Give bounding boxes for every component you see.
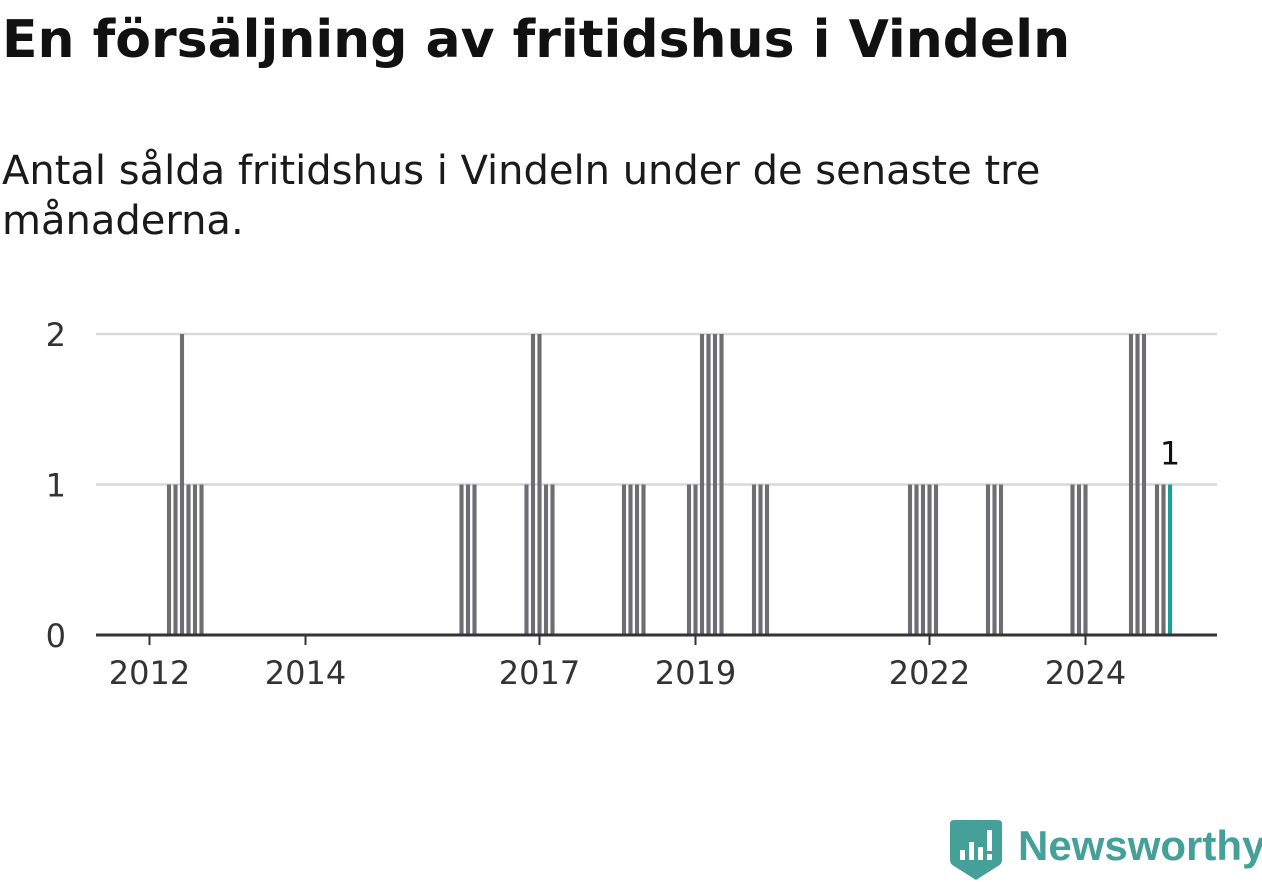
x-tick-label: 2022 [889, 654, 970, 692]
bar [706, 334, 711, 635]
y-tick-label: 1 [46, 467, 66, 505]
y-tick-label: 0 [46, 617, 66, 655]
data-label: 1 [1160, 435, 1180, 473]
bar [686, 484, 692, 635]
chart-title: En försäljning av fritidshus i Vindeln [2, 10, 1071, 70]
x-tick-label: 2014 [265, 654, 346, 692]
bar [927, 484, 932, 635]
bar [992, 484, 997, 635]
bar [192, 484, 198, 635]
bar [764, 484, 770, 635]
bar [459, 484, 464, 635]
bar [1070, 484, 1075, 635]
bar [933, 484, 939, 635]
x-tick-label: 2017 [499, 654, 580, 692]
bar [751, 484, 757, 635]
y-tick-label: 2 [46, 316, 66, 354]
labels: 0 1 2 1 2012 2014 2017 2019 2022 2024 [46, 316, 1181, 692]
bar [537, 334, 542, 635]
bar [472, 484, 477, 635]
bar [641, 484, 646, 635]
bar [524, 484, 529, 635]
bar [199, 484, 204, 635]
bar [634, 484, 640, 635]
axes [96, 633, 1217, 645]
bar [1154, 484, 1160, 635]
x-tick-label: 2019 [655, 654, 736, 692]
x-tick-label: 2012 [109, 654, 190, 692]
bar [628, 484, 633, 635]
bar [1083, 484, 1088, 635]
bar [179, 334, 185, 635]
bar [758, 484, 763, 635]
chart-subtitle: Antal sålda fritidshus i Vindeln under d… [2, 148, 1041, 244]
x-tick-label: 2024 [1045, 654, 1126, 692]
bar [1141, 334, 1147, 635]
bars [166, 334, 1173, 635]
newsworthy-icon [950, 820, 1002, 880]
newsworthy-wordmark: Newsworthy [1018, 822, 1262, 869]
bar [1128, 334, 1134, 635]
bar [1076, 484, 1082, 635]
bar [699, 334, 705, 635]
bar [1161, 484, 1166, 635]
bar [1135, 334, 1140, 635]
gridlines [96, 332, 1217, 486]
newsworthy-logo: Newsworthy [950, 818, 1262, 880]
bar [712, 334, 718, 635]
bar [173, 484, 178, 635]
bar [465, 484, 471, 635]
bar [914, 484, 919, 635]
bar [920, 484, 926, 635]
bar [998, 484, 1004, 635]
bar [621, 484, 627, 635]
bar [186, 484, 191, 635]
bar [985, 484, 991, 635]
bar [543, 484, 549, 635]
bar [550, 484, 555, 635]
bar-chart: 0 1 2 1 2012 2014 2017 2019 2022 2024 [46, 316, 1217, 692]
bar [693, 484, 698, 635]
bar [166, 484, 172, 635]
bar [907, 484, 913, 635]
bar [719, 334, 724, 635]
bar [530, 334, 536, 635]
highlight-bar [1167, 484, 1173, 635]
